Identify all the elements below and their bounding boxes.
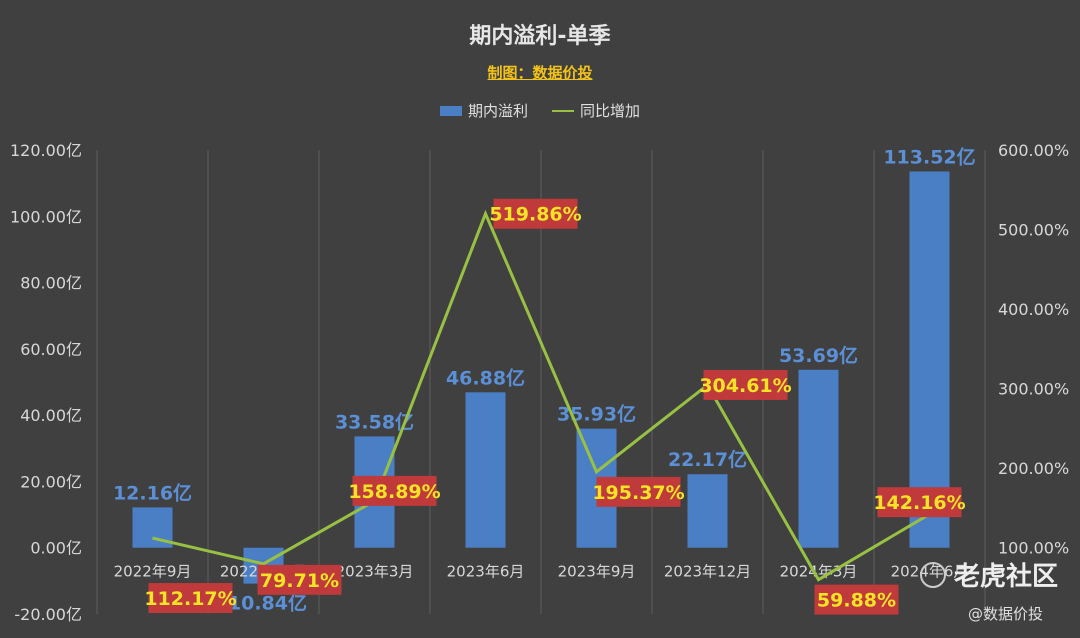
x-axis-tick-label: 2023年9月 — [558, 563, 636, 581]
right-axis-tick-label: 400.00% — [998, 300, 1069, 319]
bar — [909, 171, 950, 548]
left-axis-tick-label: 20.00亿 — [20, 472, 82, 491]
line-data-label-box — [814, 584, 899, 615]
bar — [798, 369, 839, 548]
line-data-label-box — [352, 475, 437, 506]
x-axis-tick-label: 2023年6月 — [447, 563, 525, 581]
legend-line-swatch — [552, 109, 574, 112]
legend-item-line[interactable]: 同比增加 — [552, 100, 640, 121]
bar-data-label: 53.69亿 — [779, 344, 858, 367]
bar-data-label: 12.16亿 — [113, 481, 192, 504]
line-data-label: 519.86% — [489, 204, 581, 226]
legend: 期内溢利 同比增加 — [0, 100, 1080, 121]
watermark-brand-text: 老虎社区 — [954, 562, 1059, 592]
line-data-label: 112.17% — [144, 588, 236, 610]
legend-bar-swatch — [439, 105, 462, 116]
legend-item-bar[interactable]: 期内溢利 — [439, 100, 528, 121]
right-axis-tick-label: 100.00% — [998, 539, 1069, 558]
bar-data-label: 46.88亿 — [446, 366, 525, 389]
watermark-logo-icon — [920, 561, 946, 588]
bar-data-label: 35.93亿 — [557, 403, 636, 426]
left-axis-tick-label: 80.00亿 — [20, 274, 82, 293]
legend-bar-label: 期内溢利 — [467, 102, 528, 120]
line-data-label: 59.88% — [817, 590, 896, 612]
left-axis-tick-label: -20.00亿 — [14, 605, 82, 624]
x-axis-tick-label: 2023年3月 — [336, 563, 414, 581]
watermark-brand: 老虎社区 — [920, 556, 1058, 593]
left-axis-tick-label: 0.00亿 — [30, 539, 82, 558]
chart-title: 期内溢利-单季 — [469, 24, 611, 49]
left-axis-tick-label: 40.00亿 — [20, 406, 82, 425]
line-data-label-box — [493, 198, 578, 229]
left-axis-tick-label: 60.00亿 — [20, 340, 82, 359]
bar-data-label: 33.58亿 — [335, 410, 414, 433]
line-data-label: 158.89% — [348, 481, 440, 503]
line-data-label: 79.71% — [260, 570, 339, 592]
bar — [465, 392, 506, 548]
watermark-handle: @数据价投 — [968, 605, 1044, 623]
bar-data-label: 22.17亿 — [668, 448, 747, 471]
right-axis-tick-label: 500.00% — [998, 221, 1069, 240]
line-data-label-box — [596, 476, 681, 507]
line-data-label-box — [148, 583, 233, 614]
line-data-label-box — [703, 369, 788, 400]
line-data-label: 304.61% — [699, 375, 791, 397]
bar — [687, 474, 728, 548]
right-axis-tick-label: 600.00% — [998, 141, 1069, 160]
x-axis-tick-label: 2023年12月 — [664, 563, 751, 581]
left-axis-tick-label: 100.00亿 — [10, 207, 82, 226]
bar-data-label: 113.52亿 — [883, 145, 975, 168]
line-series — [152, 209, 931, 582]
line-data-label: 195.37% — [592, 482, 684, 504]
line-data-label: 142.16% — [873, 492, 965, 514]
right-axis-tick-label: 200.00% — [998, 459, 1069, 478]
right-axis-tick-label: 300.00% — [998, 380, 1069, 399]
legend-line-label: 同比增加 — [580, 102, 641, 120]
left-axis-tick-label: 120.00亿 — [10, 141, 82, 160]
x-axis-tick-label: 2022年9月 — [114, 563, 192, 581]
bar-data-label: -10.84亿 — [220, 592, 307, 615]
line-data-label-box — [877, 487, 962, 518]
line-data-label-box — [257, 564, 342, 595]
chart-subtitle: 制图：数据价投 — [487, 64, 593, 82]
